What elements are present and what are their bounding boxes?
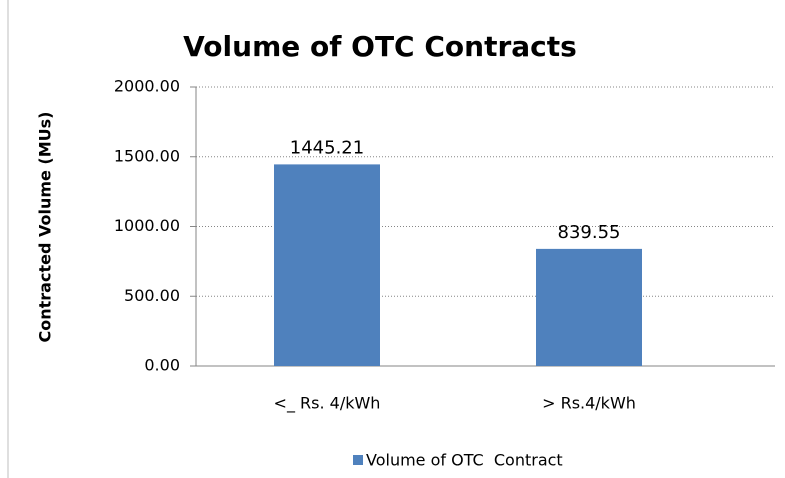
- x-tick-label: > Rs.4/kWh: [542, 394, 636, 413]
- data-label: 839.55: [558, 222, 621, 243]
- y-tick-label: 2000.00: [114, 77, 180, 96]
- y-axis-label: Contracted Volume (MUs): [36, 112, 55, 343]
- legend-label: Volume of OTC Contract: [366, 451, 563, 470]
- data-label: 1445.21: [290, 137, 364, 158]
- bar: [536, 248, 642, 366]
- x-tick-label: <_ Rs. 4/kWh: [274, 394, 381, 414]
- y-tick-label: 0.00: [144, 356, 180, 375]
- bar: [274, 164, 380, 366]
- y-tick-label: 1500.00: [114, 146, 180, 165]
- y-tick-label: 500.00: [124, 286, 180, 305]
- legend-swatch: [353, 455, 363, 465]
- y-tick-label: 1000.00: [114, 216, 180, 235]
- chart-title: Volume of OTC Contracts: [183, 30, 577, 63]
